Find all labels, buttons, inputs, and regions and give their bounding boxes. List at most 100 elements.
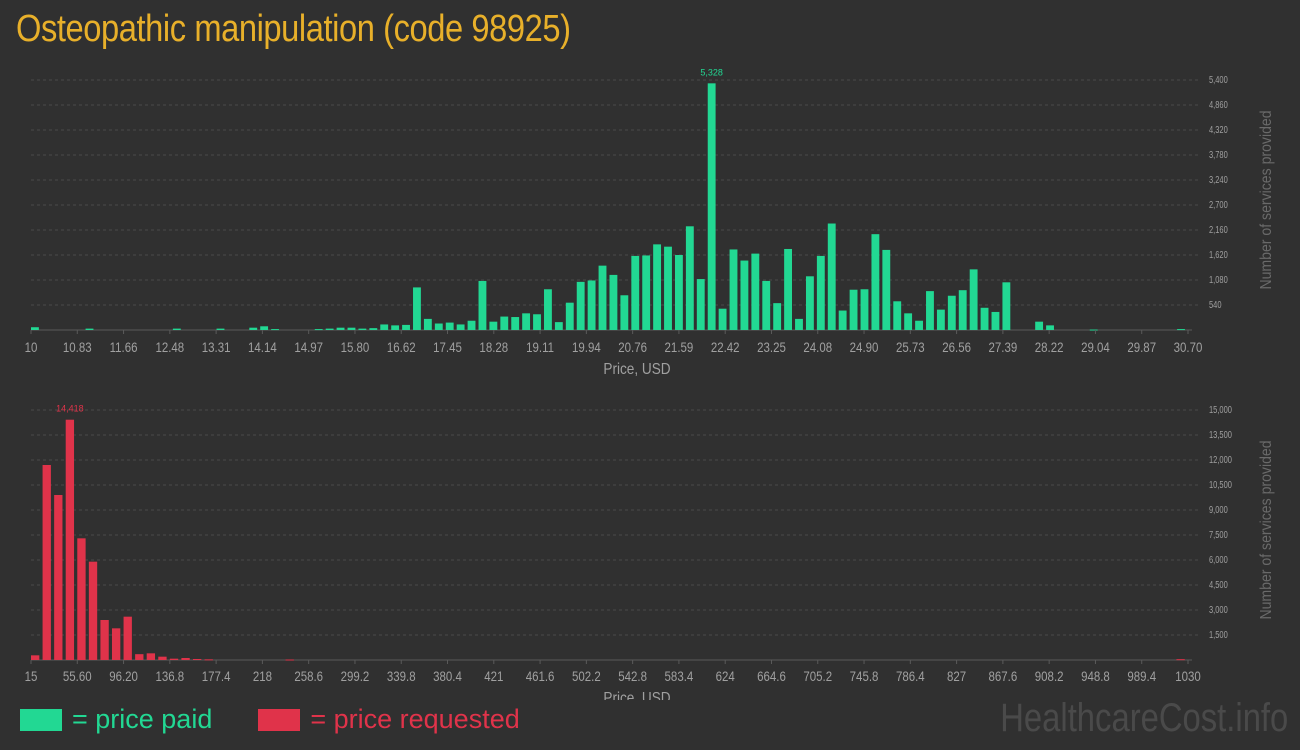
- paid-bar: [827, 223, 836, 330]
- requested-bar: [285, 659, 294, 661]
- requested-bar: [181, 658, 190, 660]
- paid-bar: [544, 289, 552, 330]
- paid-bar: [413, 287, 421, 330]
- paid-bar: [816, 255, 825, 330]
- requested-bar: [135, 654, 144, 660]
- paid-bar: [467, 320, 476, 330]
- paid-x-tick-label: 19.11: [526, 339, 554, 355]
- paid-x-tick-label: 13.31: [202, 339, 231, 355]
- requested-bar: [123, 616, 132, 660]
- requested-bar: [42, 465, 51, 660]
- paid-bar: [805, 276, 814, 330]
- requested-x-axis-label: Price, USD: [603, 690, 670, 700]
- paid-bar: [609, 274, 618, 330]
- paid-y-tick-label: 2,700: [1209, 199, 1228, 210]
- requested-x-tick-label: 583.4: [665, 668, 694, 684]
- requested-y-tick-label: 15,000: [1209, 404, 1232, 415]
- paid-x-tick-label: 28.22: [1035, 339, 1064, 355]
- requested-x-tick-label: 55.60: [63, 668, 92, 684]
- paid-x-tick-label: 24.08: [803, 339, 832, 355]
- paid-y-tick-label: 1,620: [1209, 249, 1228, 260]
- paid-bar: [718, 308, 727, 330]
- paid-peak-label: 5,328: [700, 67, 723, 77]
- requested-bar: [111, 628, 121, 660]
- paid-bar: [445, 322, 454, 330]
- paid-x-tick-label: 10.83: [63, 339, 92, 355]
- requested-bar: [169, 658, 179, 660]
- paid-bar: [31, 327, 39, 330]
- requested-y-tick-label: 6,000: [1209, 554, 1228, 565]
- paid-y-tick-label: 540: [1209, 299, 1222, 310]
- paid-bar: [423, 318, 432, 330]
- histogram-charts: 540 1,080 1,620 2,160 2,700 3,240 3,780 4,320 4,…: [25, 67, 1276, 700]
- paid-y-tick-label: 3,240: [1209, 174, 1228, 185]
- paid-bar: [795, 318, 803, 330]
- paid-bar: [642, 255, 651, 330]
- paid-bar: [489, 321, 498, 330]
- paid-x-tick-label: 18.28: [479, 339, 508, 355]
- requested-bar: [158, 656, 167, 660]
- paid-x-tick-label: 14.97: [294, 339, 323, 355]
- requested-peak-label: 14,418: [56, 404, 84, 414]
- paid-bar: [271, 329, 279, 331]
- requested-x-tick-label: 908.2: [1035, 668, 1064, 684]
- requested-x-tick-label: 15: [25, 668, 38, 684]
- requested-y-tick-label: 1,500: [1209, 629, 1228, 640]
- paid-chart: 540 1,080 1,620 2,160 2,700 3,240 3,780 4,320 4,…: [25, 67, 1276, 378]
- paid-bar: [707, 83, 716, 330]
- paid-x-tick-label: 20.76: [618, 339, 647, 355]
- paid-bar: [85, 328, 94, 330]
- paid-bar: [216, 328, 225, 330]
- paid-bar: [893, 301, 902, 330]
- paid-bar: [1089, 329, 1098, 331]
- paid-bar: [554, 322, 563, 330]
- requested-x-tick-label: 624: [716, 668, 735, 684]
- requested-bar: [1176, 659, 1185, 661]
- paid-x-tick-label: 30.70: [1174, 339, 1203, 355]
- paid-y-tick-label: 5,400: [1209, 74, 1228, 85]
- requested-x-tick-label: 664.6: [757, 668, 786, 684]
- requested-y-tick-label: 4,500: [1209, 579, 1228, 590]
- paid-bar: [980, 307, 989, 330]
- paid-bar: [533, 314, 541, 330]
- requested-bar: [204, 659, 213, 661]
- requested-x-tick-label: 502.2: [572, 668, 601, 684]
- requested-x-tick-label: 380.4: [433, 668, 462, 684]
- requested-bar: [77, 538, 86, 660]
- requested-x-tick-label: 421: [484, 668, 503, 684]
- paid-y-tick-label: 1,080: [1209, 274, 1228, 285]
- requested-bar: [54, 495, 63, 660]
- paid-x-tick-label: 29.04: [1081, 339, 1110, 355]
- requested-x-tick-label: 827: [947, 668, 966, 684]
- legend-swatch-requested: [258, 708, 301, 731]
- paid-bar: [587, 280, 596, 330]
- requested-x-tick-label: 948.8: [1081, 668, 1110, 684]
- paid-bar: [1177, 329, 1185, 331]
- paid-x-tick-label: 25.73: [896, 339, 925, 355]
- paid-x-tick-label: 12.48: [155, 339, 184, 355]
- requested-x-tick-label: 136.8: [155, 668, 184, 684]
- paid-bar: [838, 310, 847, 330]
- paid-bar: [915, 320, 923, 330]
- requested-y-tick-label: 3,000: [1209, 604, 1228, 615]
- paid-bar: [347, 327, 356, 330]
- paid-x-tick-label: 24.90: [850, 339, 879, 355]
- paid-y-tick-label: 4,320: [1209, 124, 1228, 135]
- paid-x-tick-label: 19.94: [572, 339, 601, 355]
- legend-swatch-paid: [20, 708, 62, 731]
- legend-item-requested: = price requested: [258, 704, 520, 735]
- paid-bar: [249, 327, 258, 330]
- paid-bar: [434, 323, 443, 330]
- requested-x-tick-label: 339.8: [387, 668, 416, 684]
- paid-bar: [882, 249, 891, 330]
- requested-bar: [65, 419, 75, 660]
- paid-bar: [478, 280, 487, 330]
- requested-bar: [100, 620, 109, 660]
- paid-y-axis-label: Number of services provided: [1257, 110, 1275, 289]
- paid-x-tick-label: 21.59: [665, 339, 694, 355]
- paid-bar: [991, 311, 1000, 330]
- requested-x-tick-label: 1030: [1175, 668, 1201, 684]
- paid-bar: [849, 289, 858, 330]
- requested-y-tick-label: 13,500: [1209, 429, 1232, 440]
- requested-x-tick-label: 177.4: [202, 668, 231, 684]
